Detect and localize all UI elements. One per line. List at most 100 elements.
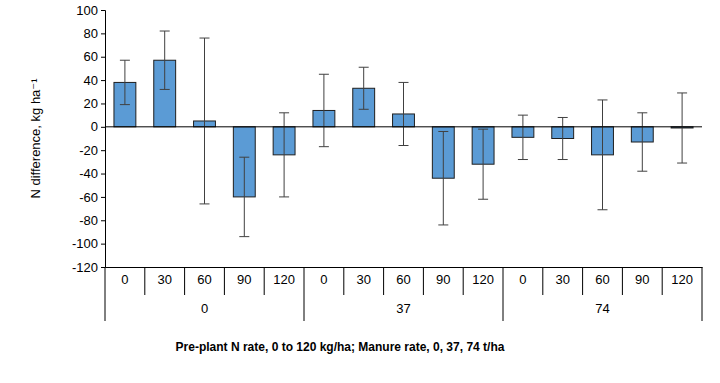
error-bar <box>319 74 329 146</box>
error-bar <box>239 157 249 236</box>
error-bar <box>279 113 289 197</box>
error-cap <box>239 236 249 237</box>
x-axis: 030609012003060901200306090120 <box>106 268 703 288</box>
x-tick: 120 <box>273 272 295 287</box>
y-tick: -80 <box>79 213 105 228</box>
group-label: 0 <box>201 301 208 316</box>
error-bar <box>399 82 409 145</box>
error-bar <box>359 67 369 109</box>
y-tick-mark <box>101 197 105 198</box>
plot-area <box>114 31 693 237</box>
x-tick: 90 <box>635 272 649 287</box>
y-tick-mark <box>101 174 105 175</box>
y-tick-mark <box>101 244 105 245</box>
group-label: 37 <box>396 301 410 316</box>
error-bar <box>677 93 687 163</box>
error-cap <box>558 159 568 160</box>
error-bar <box>438 131 448 224</box>
category-separator <box>343 267 344 295</box>
error-cap <box>558 117 568 118</box>
error-cap <box>200 38 210 39</box>
error-cap <box>677 92 687 93</box>
y-tick-mark <box>101 220 105 221</box>
y-tick: -20 <box>79 143 105 158</box>
y-tick-mark <box>101 57 105 58</box>
x-tick-label: 60 <box>197 272 211 287</box>
x-tick-label: 60 <box>396 272 410 287</box>
error-cap <box>518 159 528 160</box>
group-separator <box>304 267 305 321</box>
x-axis-title: Pre-plant N rate, 0 to 120 kg/ha; Manure… <box>176 340 505 354</box>
x-tick: 120 <box>472 272 494 287</box>
error-stem <box>522 115 523 159</box>
error-stem <box>483 129 484 199</box>
error-stem <box>323 74 324 146</box>
error-cap <box>518 115 528 116</box>
x-tick-label: 90 <box>237 272 251 287</box>
y-tick-label: 100 <box>76 3 98 18</box>
y-tick: 80 <box>84 26 105 41</box>
y-tick-label: 40 <box>84 73 98 88</box>
error-stem <box>682 93 683 163</box>
error-cap <box>279 112 289 113</box>
error-cap <box>637 112 647 113</box>
error-bar <box>120 60 130 104</box>
y-tick: -40 <box>79 166 105 181</box>
error-bar <box>200 38 210 204</box>
error-cap <box>637 171 647 172</box>
x-tick: 60 <box>396 272 410 287</box>
y-tick: -60 <box>79 190 105 205</box>
y-tick-label: 20 <box>84 96 98 111</box>
category-separator <box>144 267 145 295</box>
error-cap <box>598 209 608 210</box>
category-separator <box>423 267 424 295</box>
x-tick-label: 120 <box>273 272 295 287</box>
y-tick-label: -80 <box>79 213 98 228</box>
category-separators <box>105 267 702 321</box>
x-tick: 60 <box>197 272 211 287</box>
category-separator <box>542 267 543 295</box>
category-separator <box>264 267 265 295</box>
error-bar <box>518 115 528 159</box>
x-tick: 60 <box>595 272 609 287</box>
error-cap <box>319 146 329 147</box>
error-bar <box>558 117 568 159</box>
y-tick-label: 0 <box>91 119 98 134</box>
error-stem <box>124 60 125 104</box>
group-separator <box>702 267 703 321</box>
x-tick: 30 <box>157 272 171 287</box>
y-tick-label: -60 <box>79 190 98 205</box>
x-tick: 30 <box>356 272 370 287</box>
y-tick-label: -20 <box>79 143 98 158</box>
x-tick-label: 90 <box>635 272 649 287</box>
category-separator <box>582 267 583 295</box>
error-cap <box>399 82 409 83</box>
y-tick-mark <box>101 103 105 104</box>
x-tick-label: 60 <box>595 272 609 287</box>
x-tick-label: 120 <box>671 272 693 287</box>
x-tick-label: 0 <box>519 272 526 287</box>
y-tick-label: -40 <box>79 166 98 181</box>
error-cap <box>120 104 130 105</box>
x-tick-label: 30 <box>157 272 171 287</box>
y-tick: 40 <box>84 73 105 88</box>
error-stem <box>244 157 245 236</box>
y-tick-label: 60 <box>84 49 98 64</box>
error-stem <box>284 113 285 197</box>
y-tick: 20 <box>84 96 105 111</box>
y-tick: 0 <box>91 119 105 134</box>
error-cap <box>200 203 210 204</box>
x-tick-label: 0 <box>320 272 327 287</box>
x-tick: 30 <box>555 272 569 287</box>
x-tick-label: 30 <box>555 272 569 287</box>
y-tick-mark <box>101 80 105 81</box>
category-separator <box>184 267 185 295</box>
x-tick: 90 <box>436 272 450 287</box>
x-tick-label: 90 <box>436 272 450 287</box>
y-tick-label: -100 <box>72 236 98 251</box>
error-cap <box>399 145 409 146</box>
y-tick: -120 <box>72 260 105 275</box>
error-cap <box>120 60 130 61</box>
y-tick-label: -120 <box>72 260 98 275</box>
x-tick: 120 <box>671 272 693 287</box>
